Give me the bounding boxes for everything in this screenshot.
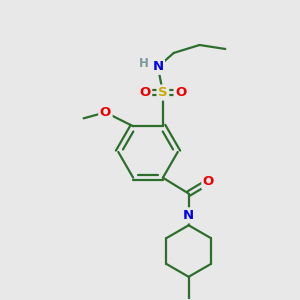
Text: O: O: [203, 175, 214, 188]
Text: N: N: [152, 60, 164, 73]
Text: H: H: [139, 57, 149, 70]
Text: O: O: [140, 86, 151, 99]
Text: S: S: [158, 86, 168, 99]
Text: N: N: [183, 209, 194, 222]
Text: O: O: [100, 106, 111, 119]
Text: O: O: [175, 86, 186, 99]
